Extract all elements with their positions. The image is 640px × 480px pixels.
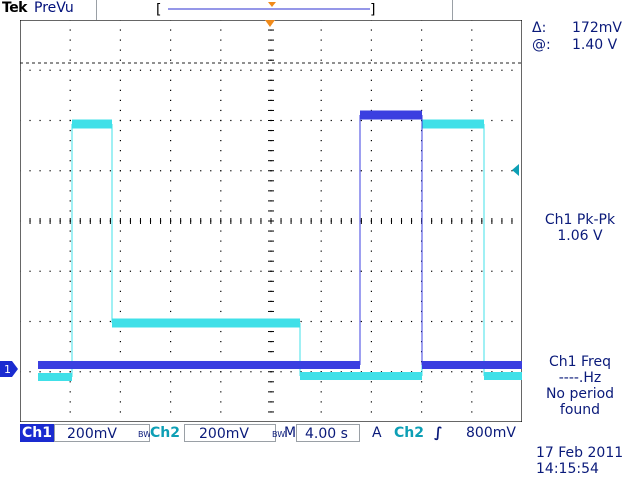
ch1-trace-segment xyxy=(360,110,422,120)
cursor-readout: Δ: 172mV @: 1.40 V xyxy=(532,20,640,54)
trigger-level-marker[interactable] xyxy=(511,164,521,176)
trigger-position-marker xyxy=(265,20,275,27)
top-separator xyxy=(452,0,453,20)
ch1-label[interactable]: Ch1 xyxy=(20,424,54,442)
measurement-pk-pk: Ch1 Pk-Pk 1.06 V xyxy=(522,212,638,244)
trigger-source[interactable]: Ch2 xyxy=(394,425,424,441)
delta-label: Δ: xyxy=(532,20,547,36)
ch1-trace-segment xyxy=(422,361,522,369)
ch2-trace-segment xyxy=(112,318,300,328)
ch2-trace-segment xyxy=(38,373,72,381)
timebase-scale[interactable]: 4.00 s xyxy=(296,424,360,442)
top-status-bar: Tek PreVu [ ] xyxy=(0,0,640,20)
ch1-bandwidth-limit: BW xyxy=(138,430,152,439)
delta-value: 172mV xyxy=(572,20,622,36)
timebase-label: M xyxy=(284,425,297,441)
ch2-scale[interactable]: 200mV xyxy=(184,424,276,442)
svg-text:]: ] xyxy=(370,2,375,18)
at-label: @: xyxy=(532,37,551,53)
ch2-trace-segment xyxy=(300,372,422,380)
trigger-label: A xyxy=(372,425,382,441)
at-value: 1.40 V xyxy=(572,37,618,53)
measurement-note: No period found xyxy=(545,386,615,418)
ch2-bandwidth-limit: BW xyxy=(272,430,286,439)
waveform-traces xyxy=(38,110,522,381)
ch2-label[interactable]: Ch2 xyxy=(150,424,180,442)
time-text: 14:15:54 xyxy=(536,461,599,477)
measurement-value: 1.06 V xyxy=(557,228,603,244)
ch1-trace-segment xyxy=(38,361,360,369)
brand-logo: Tek xyxy=(2,0,28,16)
measurement-name: Ch1 Pk-Pk xyxy=(544,212,616,228)
waveform-display[interactable] xyxy=(20,20,522,422)
ch1-ground-marker[interactable]: 1 xyxy=(0,361,20,377)
measurement-freq: Ch1 Freq ----.Hz No period found xyxy=(522,354,638,418)
settings-bar: Ch1 200mV BW Ch2 200mV BW M 4.00 s A Ch2… xyxy=(20,424,524,442)
svg-text:1: 1 xyxy=(4,363,11,376)
measurement-name: Ch1 Freq xyxy=(549,354,611,370)
measurement-value: ----.Hz xyxy=(558,370,602,386)
date-text: 17 Feb 2011 xyxy=(536,445,624,461)
datetime: 17 Feb 2011 14:15:54 xyxy=(536,445,640,477)
ch2-trace-segment xyxy=(72,119,112,129)
ch2-trace-segment xyxy=(422,119,484,129)
graticule-grid xyxy=(20,20,513,413)
svg-text:[: [ xyxy=(156,2,161,18)
trigger-slope-icon[interactable]: ∫ xyxy=(434,425,443,441)
trigger-level[interactable]: 800mV xyxy=(466,425,516,441)
acquisition-status: PreVu xyxy=(34,0,74,16)
ch2-trace-segment xyxy=(484,372,522,380)
record-position-indicator: [ ] xyxy=(156,2,375,18)
ch1-scale[interactable]: 200mV xyxy=(54,424,150,442)
top-separator xyxy=(96,0,97,20)
